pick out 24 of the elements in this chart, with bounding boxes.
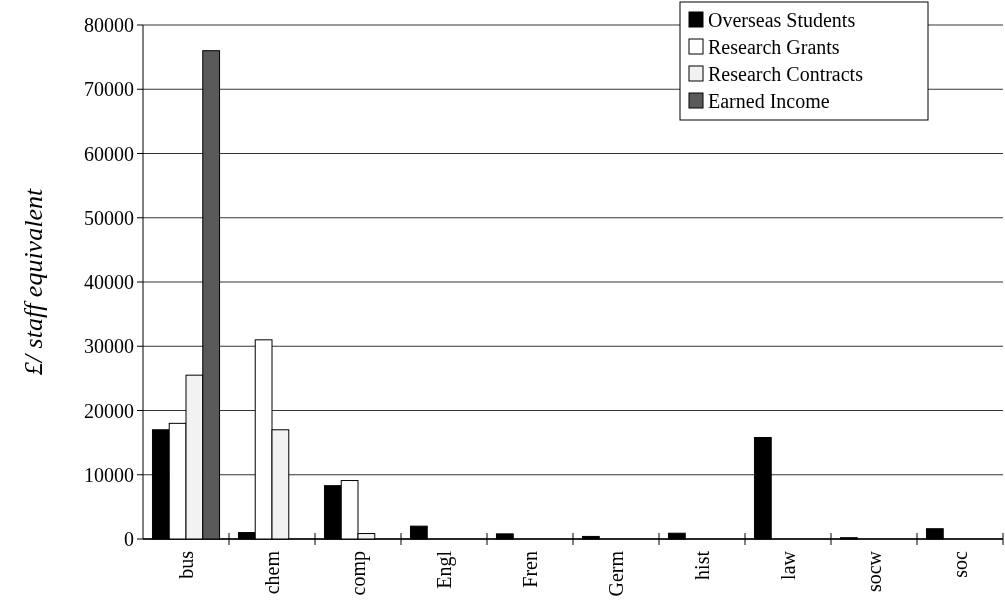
y-tick-label: 60000 (84, 142, 134, 165)
y-tick-label: 30000 (84, 335, 134, 358)
x-tick-label: law (777, 550, 799, 580)
x-tick-label: chem (261, 550, 283, 595)
x-tick-label: Fren (519, 551, 541, 588)
x-tick-label: Engl (433, 550, 456, 589)
x-tick-label: bus (175, 550, 197, 579)
y-tick-label: 0 (124, 528, 134, 550)
x-tick-label: comp (347, 551, 370, 596)
y-tick-label: 20000 (84, 399, 134, 422)
legend-label: Overseas Students (708, 9, 856, 31)
legend-label: Research Contracts (708, 63, 864, 85)
x-tick-label: socw (863, 550, 885, 593)
x-tick-label: soc (949, 550, 971, 578)
x-tick-label: Germ (605, 550, 627, 597)
y-tick-label: 70000 (84, 78, 134, 101)
y-tick-label: 40000 (84, 271, 134, 293)
y-tick-label: 80000 (84, 14, 134, 36)
legend-label: Earned Income (708, 90, 830, 112)
y-tick-label: 50000 (84, 206, 134, 229)
legend-label: Research Grants (708, 36, 840, 58)
x-tick-label: hist (691, 550, 713, 580)
y-tick-label: 10000 (84, 463, 134, 486)
y-axis-title: £/ staff equivalent (19, 188, 48, 376)
